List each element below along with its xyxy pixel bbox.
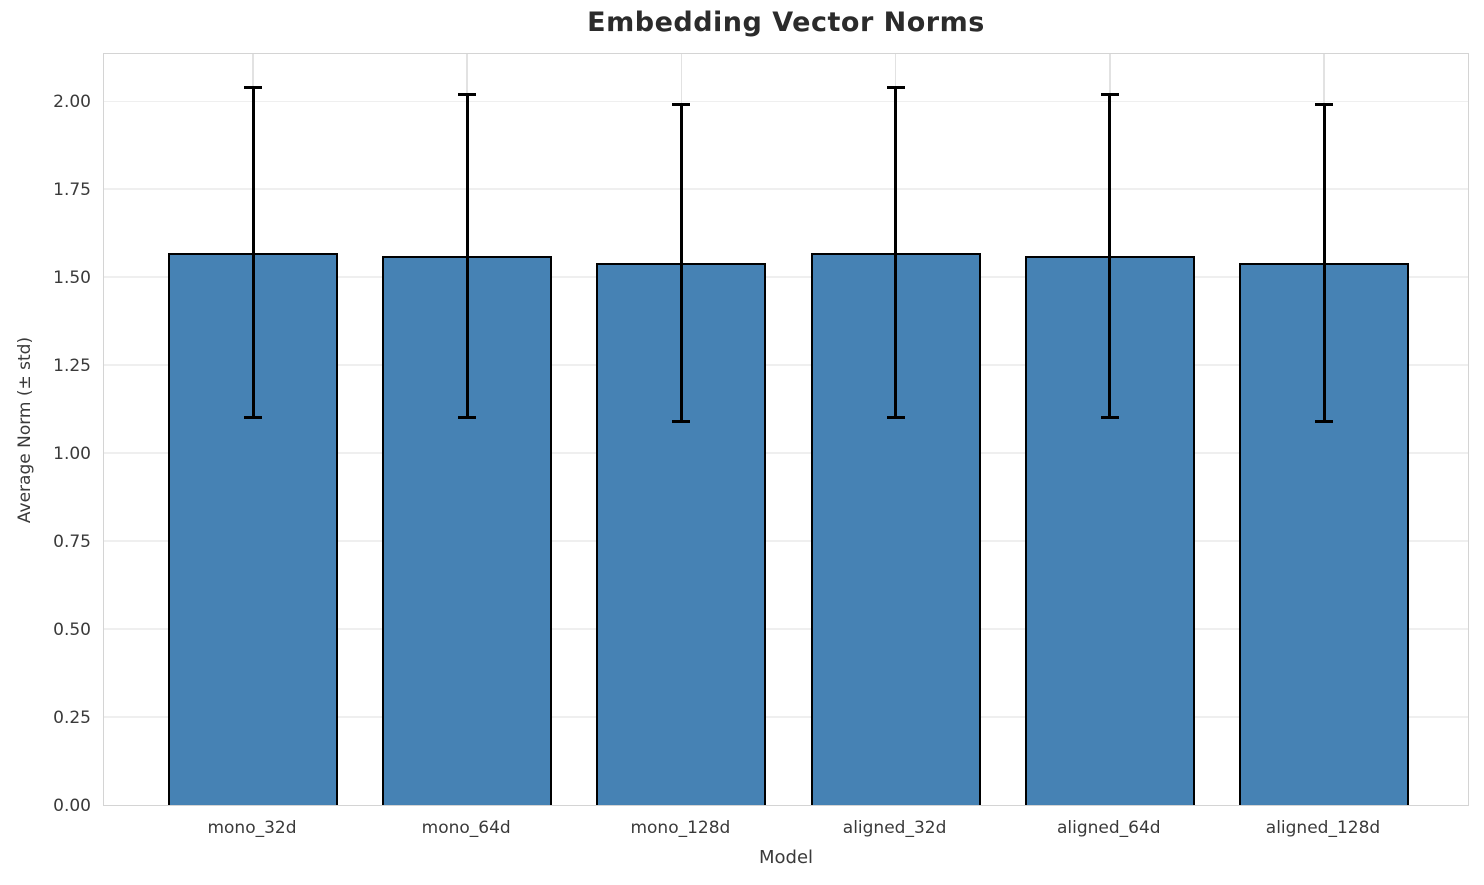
error-cap-top-mono_128d (672, 103, 691, 107)
y-gridline (104, 452, 1468, 454)
error-cap-bottom-mono_32d (244, 416, 262, 420)
y-tick-label: 0.75 (53, 532, 91, 553)
y-gridline (104, 276, 1468, 278)
error-bar-mono_32d (251, 87, 255, 418)
x-axis-label: Model (758, 847, 814, 868)
plot-area (103, 53, 1469, 806)
error-cap-bottom-mono_64d (458, 416, 477, 420)
x-tick-label-aligned_128d: aligned_128d (1265, 818, 1381, 838)
x-tick-label-mono_64d: mono_64d (421, 818, 511, 838)
error-bar-aligned_128d (1322, 104, 1326, 422)
error-cap-top-mono_32d (244, 85, 262, 89)
y-tick-label: 0.00 (53, 796, 91, 816)
x-tick-label-aligned_32d: aligned_32d (842, 818, 947, 838)
y-gridline (104, 540, 1468, 542)
y-tick-label: 1.00 (53, 444, 91, 465)
error-bar-aligned_64d (1108, 94, 1112, 418)
y-tick-label: 1.75 (53, 180, 91, 201)
error-cap-top-mono_64d (458, 92, 477, 96)
y-tick-label: 0.25 (53, 708, 91, 729)
error-cap-bottom-aligned_64d (1100, 416, 1119, 420)
y-tick-label: 1.25 (53, 356, 91, 377)
y-tick-label: 2.00 (53, 92, 91, 113)
error-cap-top-aligned_32d (886, 85, 905, 89)
error-bar-aligned_32d (894, 87, 898, 418)
y-tick-label: 0.50 (53, 620, 91, 641)
y-gridline (104, 100, 1468, 103)
error-bar-mono_128d (679, 104, 683, 422)
y-tick-label: 1.50 (53, 268, 91, 289)
error-cap-bottom-aligned_128d (1315, 419, 1333, 423)
x-tick-label-aligned_64d: aligned_64d (1056, 818, 1161, 838)
error-bar-mono_64d (465, 94, 469, 418)
error-cap-bottom-mono_128d (672, 419, 691, 423)
y-gridline (104, 188, 1468, 190)
y-gridline (104, 716, 1468, 718)
x-tick-label-mono_32d: mono_32d (207, 818, 297, 838)
error-cap-bottom-aligned_32d (886, 416, 905, 420)
error-cap-top-aligned_64d (1100, 92, 1119, 96)
y-gridline (104, 364, 1468, 366)
error-cap-top-aligned_128d (1315, 103, 1333, 107)
chart-title: Embedding Vector Norms (587, 7, 985, 38)
y-gridline (104, 628, 1468, 630)
x-tick-label-mono_128d: mono_128d (630, 818, 731, 838)
